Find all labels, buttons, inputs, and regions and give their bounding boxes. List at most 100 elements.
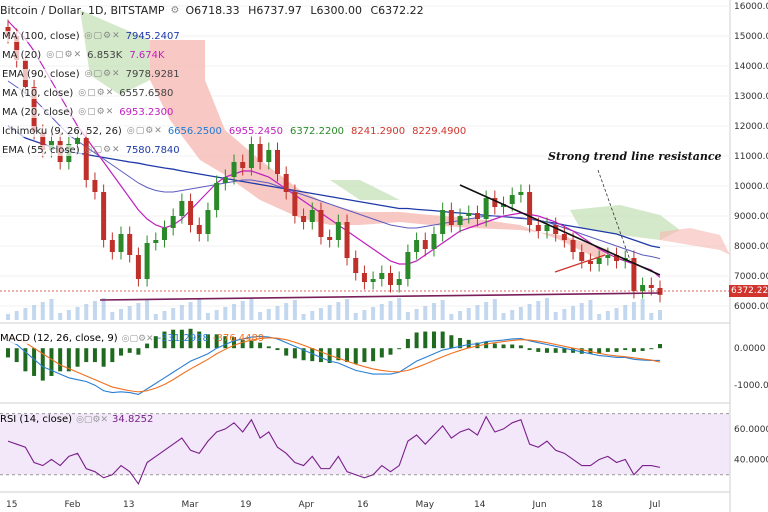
macd-histogram-bar: [597, 348, 602, 354]
indicator-controls-icon[interactable]: ◎▢⚙✕: [84, 145, 121, 155]
volume-bar: [266, 309, 271, 320]
macd-histogram-bar: [640, 348, 645, 351]
candle: [92, 180, 98, 192]
macd-tick-label: 0.0000: [734, 344, 766, 354]
volume-bar: [588, 300, 593, 320]
volume-bar: [388, 301, 393, 320]
indicator-name[interactable]: EMA (90, close): [0, 68, 82, 80]
indicator-controls-icon[interactable]: ◎▢⚙✕: [84, 31, 121, 41]
macd-histogram-bar: [179, 329, 184, 349]
indicator-name[interactable]: Ichimoku (9, 26, 52, 26): [0, 125, 124, 137]
indicator-legend-3[interactable]: MA (10, close) ◎▢⚙✕ 6557.6580: [0, 85, 175, 101]
candle: [596, 258, 602, 264]
volume-bar: [127, 306, 132, 320]
ema55-line: [7, 80, 661, 260]
candle: [170, 216, 176, 228]
volume-bar: [14, 311, 19, 320]
volume-bar: [58, 313, 63, 320]
volume-bar: [284, 303, 289, 320]
indicator-name[interactable]: EMA (55, close): [0, 144, 82, 156]
low-value: L6300.00: [310, 4, 362, 17]
candle: [318, 210, 324, 237]
macd-histogram-bar: [353, 348, 358, 364]
candle: [135, 255, 141, 279]
date-tick-label: Jun: [532, 500, 547, 510]
candle: [118, 234, 124, 252]
indicator-legend-6[interactable]: EMA (55, close) ◎▢⚙✕ 7580.7840: [0, 142, 182, 158]
price-tick-label: 12000.00: [734, 122, 768, 132]
indicator-legend-2[interactable]: EMA (90, close) ◎▢⚙✕ 7978.9281: [0, 66, 182, 82]
macd-histogram-bar: [6, 348, 10, 358]
date-tick-label: Mar: [182, 500, 199, 510]
macd-histogram-bar: [240, 339, 245, 349]
indicator-legend-5[interactable]: Ichimoku (9, 26, 52, 26) ◎▢⚙✕ 6656.2500 695…: [0, 123, 468, 139]
volume-bar: [553, 312, 558, 320]
indicator-controls-icon[interactable]: ◎▢⚙✕: [78, 88, 115, 98]
chart-settings-icon[interactable]: ⚙: [170, 5, 180, 16]
indicator-value: 6955.2450: [228, 125, 283, 137]
macd-histogram-bar: [318, 348, 323, 363]
candle: [335, 222, 341, 240]
candle: [14, 36, 20, 60]
candle: [379, 273, 385, 279]
macd-histogram-bar: [510, 344, 515, 349]
rsi-label[interactable]: RSI (14, close): [0, 414, 73, 425]
macd-label[interactable]: MACD (12, 26, close, 9): [0, 333, 118, 344]
volume-bar: [301, 314, 306, 320]
open-value: O6718.33: [185, 4, 240, 17]
volume-bar: [423, 306, 428, 320]
indicator-controls-icon[interactable]: ◎▢⚙✕: [46, 50, 83, 60]
volume-bar: [23, 308, 28, 320]
indicator-name[interactable]: MA (10, close): [0, 87, 76, 99]
macd-histogram-bar: [527, 348, 532, 351]
volume-bar: [66, 310, 71, 320]
candle: [640, 285, 646, 291]
macd-histogram-bar: [32, 348, 37, 376]
macd-histogram-bar: [658, 344, 662, 349]
macd-controls-icon[interactable]: ◎▢⚙✕: [121, 333, 154, 344]
volume-bar: [518, 307, 523, 320]
indicator-legend-4[interactable]: MA (20, close) ◎▢⚙✕ 6953.2300: [0, 104, 175, 120]
volume-bar: [640, 299, 645, 320]
candle: [457, 216, 463, 225]
ma100-line: [7, 125, 661, 249]
price-tick-label: 14000.00: [734, 62, 768, 72]
volume-bar: [449, 314, 454, 320]
volume-bar: [631, 302, 636, 320]
macd-histogram-bar: [136, 348, 141, 355]
rsi-controls-icon[interactable]: ◎▢⚙✕: [76, 414, 109, 425]
macd-histogram-bar: [49, 348, 54, 376]
indicator-name[interactable]: MA (20): [0, 49, 44, 61]
macd-histogram-bar: [301, 348, 306, 361]
macd-histogram-bar: [310, 348, 315, 362]
close-value: C6372.22: [370, 4, 424, 17]
volume-bar: [232, 304, 237, 320]
volume-bar: [275, 306, 280, 320]
macd-histogram-bar: [275, 348, 280, 351]
indicator-controls-icon[interactable]: ◎▢⚙✕: [78, 107, 115, 117]
volume-bar: [336, 302, 341, 320]
macd-histogram-bar: [14, 348, 19, 363]
indicator-controls-icon[interactable]: ◎▢⚙✕: [84, 69, 121, 79]
candle: [579, 252, 585, 261]
candle: [266, 150, 272, 162]
candle: [561, 234, 567, 240]
volume-bar: [379, 304, 384, 320]
indicator-legend-1[interactable]: MA (20) ◎▢⚙✕ 6.853K 7.674K: [0, 47, 167, 63]
volume-bar: [84, 304, 89, 320]
indicator-legend-0[interactable]: MA (100, close) ◎▢⚙✕ 7945.2407: [0, 28, 182, 44]
macd-histogram-bar: [371, 348, 376, 362]
indicator-name[interactable]: MA (100, close): [0, 30, 82, 42]
candle: [648, 285, 654, 288]
indicator-controls-icon[interactable]: ◎▢⚙✕: [126, 126, 163, 136]
symbol-title[interactable]: Bitcoin / Dollar, 1D, BITSTAMP: [0, 4, 165, 17]
macd-histogram-bar: [492, 343, 497, 349]
annotation-arrow: [597, 169, 631, 261]
volume-bar: [440, 300, 445, 320]
macd-histogram-bar: [214, 334, 219, 349]
macd-histogram-bar: [223, 336, 228, 349]
volume-bar: [240, 301, 245, 320]
indicator-name[interactable]: MA (20, close): [0, 106, 76, 118]
macd-histogram-bar: [40, 348, 45, 381]
indicator-value: 6557.6580: [119, 87, 174, 99]
